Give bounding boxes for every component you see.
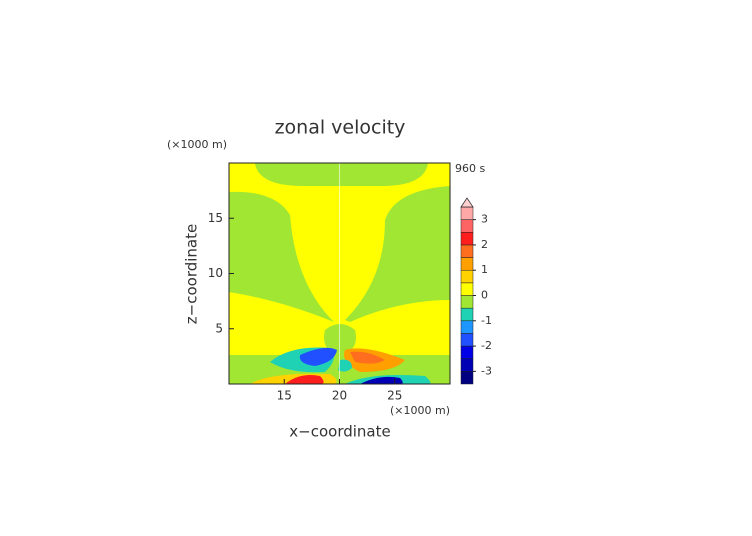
colorbar-tick-label: 0 — [481, 289, 488, 302]
colorbar-bin — [460, 320, 474, 334]
colorbar-bin — [460, 307, 474, 322]
colorbar-tick-label: 3 — [481, 213, 488, 226]
colorbar-extend — [460, 197, 474, 208]
contour-region — [350, 351, 385, 364]
x-tick-label: 20 — [332, 389, 347, 403]
contour-region — [285, 375, 324, 384]
colorbar-tick-label: 1 — [481, 263, 488, 276]
y-axis-label: z−coordinate — [183, 224, 201, 324]
x-unit: (×1000 m) — [390, 404, 450, 417]
colorbar-bin — [460, 269, 474, 284]
colorbar-bin — [460, 358, 474, 372]
time-label: 960 s — [455, 162, 485, 175]
colorbar-bin — [460, 232, 474, 246]
y-tick-label: 10 — [208, 266, 223, 280]
colorbar-tick-label: -1 — [481, 314, 492, 327]
x-tick-label: 25 — [387, 389, 402, 403]
colorbar-tick-label: -3 — [481, 364, 492, 377]
colorbar-tick-label: 2 — [481, 238, 488, 251]
x-axis-label: x−coordinate — [289, 423, 390, 441]
y-tick-label: 5 — [215, 321, 223, 335]
contour-region — [299, 347, 337, 366]
colorbar-bin — [460, 257, 474, 271]
x-tick-label: 15 — [277, 389, 292, 403]
colorbar-bin — [460, 333, 474, 347]
contour-region — [338, 359, 352, 372]
colorbar-bin — [460, 244, 474, 258]
y-tick-label: 15 — [208, 211, 223, 225]
y-unit: (×1000 m) — [167, 138, 227, 151]
colorbar-bin — [460, 371, 474, 385]
chart-title: zonal velocity — [275, 117, 406, 139]
contour-region — [229, 191, 334, 322]
colorbar-bin — [460, 282, 474, 296]
contour-region — [345, 186, 450, 322]
contour-field — [229, 163, 450, 384]
contour-region — [360, 376, 403, 384]
colorbar-bin — [460, 295, 474, 309]
colorbar-bin — [460, 345, 474, 359]
colorbar-bin — [460, 219, 474, 233]
colorbar-bin — [460, 206, 474, 220]
colorbar-tick-label: -2 — [481, 339, 492, 352]
